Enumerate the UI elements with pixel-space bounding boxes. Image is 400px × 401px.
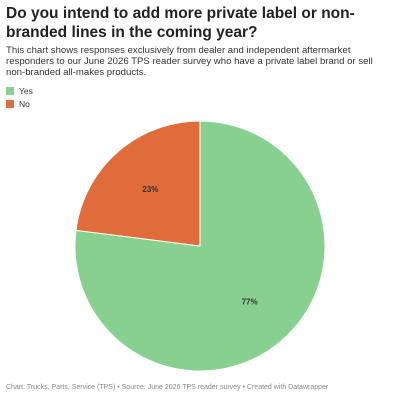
legend-item: No <box>6 97 33 110</box>
pie-slice <box>75 120 201 247</box>
value-label: 23% <box>142 185 158 194</box>
footer: Chart: Trucks, Parts, Service (TPS) • So… <box>6 384 329 391</box>
chart-title: Do you intend to add more private label … <box>6 5 355 41</box>
legend-label: Yes <box>19 85 33 96</box>
legend: Yes No <box>6 84 33 110</box>
legend-label: No <box>19 98 30 109</box>
value-label: 77% <box>242 297 258 306</box>
legend-swatch <box>6 86 14 95</box>
legend-swatch <box>6 99 14 108</box>
legend-item: Yes <box>6 84 33 97</box>
chart-subtitle: This chart shows responses exclusively f… <box>6 45 373 78</box>
